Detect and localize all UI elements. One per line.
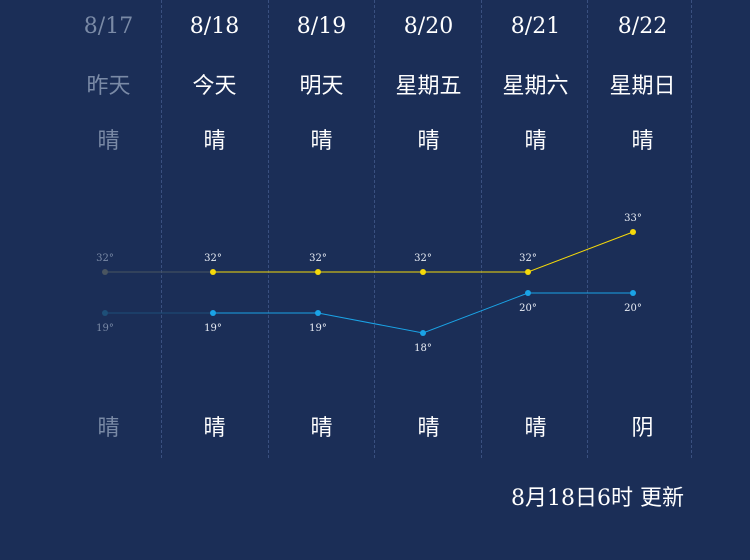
low-temp-label: 18°: [414, 343, 432, 354]
day-condition: 晴: [203, 129, 226, 154]
day-date: 8/17: [83, 14, 134, 39]
high-temp-label: 32°: [519, 253, 537, 264]
column-divider: [587, 0, 588, 458]
high-temp-point: [630, 229, 636, 235]
low-temp-line: [213, 292, 633, 334]
low-temp-point: [102, 310, 108, 316]
day-column: 8/19 明天晴晴: [268, 0, 375, 460]
low-temp-point: [630, 290, 636, 296]
low-temp-point: [315, 310, 321, 316]
low-temp-label: 19°: [96, 323, 114, 334]
day-column: 8/20 星期五晴晴: [375, 0, 482, 460]
high-temp-label: 33°: [624, 213, 642, 224]
high-temp-point: [210, 269, 216, 275]
high-temp-point: [525, 269, 531, 275]
temperature-chart: 32° 32° 32° 32° 32° 33° 19° 19° 19° 18° 20° 20°: [96, 213, 642, 354]
high-temp-label: 32°: [309, 253, 327, 264]
day-label: 星期日: [609, 74, 676, 99]
high-temp-point: [315, 269, 321, 275]
column-divider: [481, 0, 482, 458]
night-condition: 阴: [631, 416, 654, 441]
night-condition: 晴: [417, 416, 440, 441]
high-temp-line: [213, 231, 634, 273]
update-time: 8月18日6时 更新: [511, 486, 684, 511]
high-temp-label: 32°: [204, 253, 222, 264]
day-condition: 晴: [97, 129, 120, 154]
day-label: 星期六: [502, 74, 569, 99]
high-temp-label: 32°: [414, 253, 432, 264]
day-date: 8/18: [189, 14, 240, 39]
day-label: 今天: [192, 74, 237, 99]
column-divider: [374, 0, 375, 458]
day-date: 8/20: [403, 14, 454, 39]
day-label: 星期五: [395, 74, 462, 99]
low-temp-label: 19°: [204, 323, 222, 334]
high-temp-label: 32°: [96, 253, 114, 264]
day-label: 昨天: [86, 74, 131, 99]
day-date: 8/21: [510, 14, 561, 39]
low-temp-point: [525, 290, 531, 296]
forecast-grid: 8/17 昨天晴晴 8/18 今天晴晴 8/19 明天晴晴 8/20 星期五晴晴 8/21 星期六…: [55, 0, 696, 460]
low-temp-point: [210, 310, 216, 316]
day-column: 8/18 今天晴晴: [161, 0, 268, 460]
night-condition: 晴: [310, 416, 333, 441]
night-condition: 晴: [203, 416, 226, 441]
day-condition: 晴: [524, 129, 547, 154]
low-temp-label: 20°: [519, 303, 537, 314]
day-column: 8/21 星期六晴晴: [482, 0, 589, 460]
high-temp-point: [420, 269, 426, 275]
low-temp-point: [420, 330, 426, 336]
day-condition: 晴: [631, 129, 654, 154]
night-condition: 晴: [97, 416, 120, 441]
low-temp-label: 20°: [624, 303, 642, 314]
column-divider: [691, 0, 692, 458]
day-date: 8/19: [296, 14, 347, 39]
day-date: 8/22: [617, 14, 668, 39]
day-label: 明天: [299, 74, 344, 99]
low-temp-label: 19°: [309, 323, 327, 334]
day-column: 8/17 昨天晴晴: [55, 0, 162, 460]
day-column: 8/22 星期日晴阴: [589, 0, 696, 460]
column-divider: [161, 0, 162, 458]
day-condition: 晴: [310, 129, 333, 154]
high-temp-point: [102, 269, 108, 275]
column-divider: [268, 0, 269, 458]
night-condition: 晴: [524, 416, 547, 441]
day-condition: 晴: [417, 129, 440, 154]
